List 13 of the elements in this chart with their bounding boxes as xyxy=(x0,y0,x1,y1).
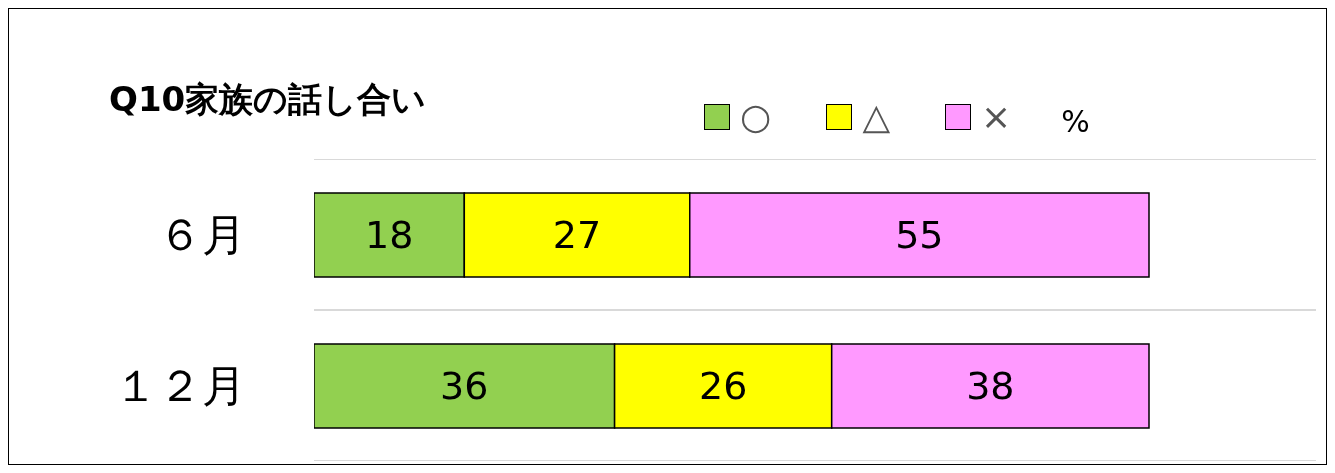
data-label: 27 xyxy=(552,213,602,258)
y-tick-label: １２月 xyxy=(114,360,246,412)
legend-label: ○ xyxy=(740,96,772,137)
legend-label: × xyxy=(981,96,1012,137)
data-label: 55 xyxy=(895,213,944,258)
data-label: 36 xyxy=(440,364,489,409)
data-label: 18 xyxy=(364,213,414,258)
chart-title: Q10家族の話し合い xyxy=(109,78,427,121)
data-label: 26 xyxy=(698,364,748,409)
text: % xyxy=(1061,104,1090,139)
legend-label: △ xyxy=(862,96,891,137)
y-tick-label: ６月 xyxy=(158,209,246,261)
data-label: 38 xyxy=(966,364,1015,409)
